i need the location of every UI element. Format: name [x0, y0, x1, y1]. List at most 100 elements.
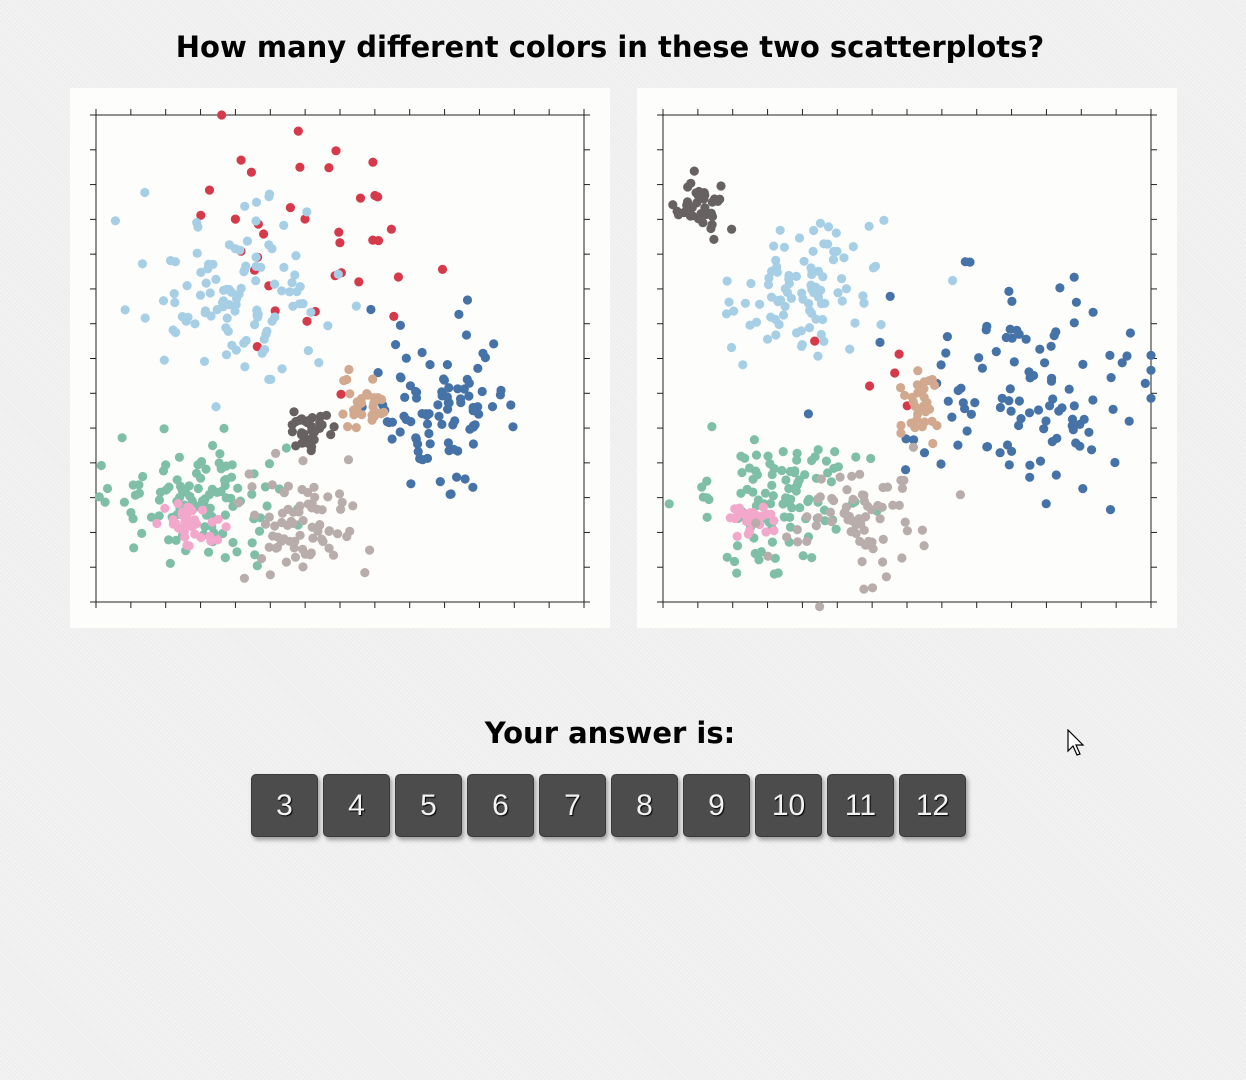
- right-chart-point: [977, 363, 987, 373]
- answer-button-6[interactable]: 6: [467, 774, 534, 837]
- left-chart-point: [170, 257, 180, 267]
- left-chart-point: [205, 531, 215, 541]
- right-chart-point: [1140, 378, 1150, 388]
- right-chart-point: [811, 314, 821, 324]
- right-chart-point: [793, 478, 803, 488]
- left-chart-point: [411, 393, 422, 403]
- left-chart-point: [172, 475, 182, 485]
- right-chart-point: [729, 556, 740, 567]
- right-chart-point: [729, 306, 739, 316]
- right-chart-point: [732, 531, 742, 541]
- left-chart-point: [260, 345, 270, 355]
- answer-button-7[interactable]: 7: [539, 774, 606, 837]
- right-chart-point: [894, 500, 904, 510]
- left-chart-point: [285, 287, 295, 297]
- left-chart-point: [138, 471, 148, 482]
- answer-button-8[interactable]: 8: [611, 774, 678, 837]
- right-chart-point: [861, 512, 871, 522]
- right-chart-point: [823, 239, 833, 249]
- left-chart-point: [201, 464, 211, 474]
- left-chart-point: [193, 483, 203, 494]
- right-chart-point: [912, 380, 922, 390]
- right-chart-series-6: [725, 502, 779, 541]
- right-chart-point: [850, 318, 860, 328]
- left-chart-point: [307, 413, 317, 423]
- left-chart-point: [323, 321, 333, 331]
- left-chart-point: [137, 528, 147, 538]
- left-chart-point: [395, 427, 405, 437]
- left-chart-point: [433, 400, 443, 410]
- left-chart-point: [354, 277, 364, 287]
- answer-button-4[interactable]: 4: [323, 774, 390, 837]
- right-chart-point: [732, 541, 743, 551]
- right-chart-point: [1005, 384, 1015, 394]
- right-chart-point: [902, 526, 912, 536]
- left-chart-point: [262, 501, 272, 511]
- right-chart-point: [841, 284, 851, 294]
- left-chart-point: [285, 203, 295, 213]
- left-chart-point: [129, 543, 139, 553]
- left-chart-point: [279, 488, 289, 498]
- answer-button-12[interactable]: 12: [899, 774, 966, 837]
- right-chart-point: [770, 553, 780, 563]
- left-chart-point: [349, 405, 359, 415]
- left-chart-point: [321, 410, 332, 420]
- left-chart-point: [454, 309, 464, 319]
- right-chart-point: [848, 242, 858, 252]
- right-chart-point: [756, 547, 766, 557]
- left-chart-point: [174, 452, 184, 462]
- left-chart-point: [277, 364, 287, 374]
- left-chart-point: [302, 316, 312, 326]
- left-chart-point: [464, 378, 474, 388]
- right-chart-point: [724, 297, 734, 307]
- right-chart-point: [947, 412, 957, 422]
- answer-button-3[interactable]: 3: [251, 774, 318, 837]
- left-chart-point: [360, 568, 370, 578]
- right-chart-point: [1035, 456, 1046, 466]
- left-chart-point: [464, 391, 474, 401]
- left-chart-point: [343, 422, 353, 432]
- right-chart-point: [1021, 334, 1031, 344]
- left-chart-point: [164, 535, 174, 545]
- right-chart-point: [797, 340, 807, 350]
- left-chart-point: [333, 269, 343, 279]
- left-chart-point: [217, 110, 227, 120]
- right-chart-point: [831, 524, 841, 534]
- right-chart-point: [953, 385, 963, 396]
- right-chart-point: [890, 368, 900, 378]
- left-chart-point: [437, 387, 447, 397]
- left-chart-point: [159, 355, 169, 365]
- left-chart-point: [184, 541, 194, 551]
- left-chart-point: [196, 267, 206, 277]
- right-chart-point: [1046, 341, 1056, 351]
- left-chart-point: [130, 490, 140, 500]
- left-chart-point: [230, 306, 240, 316]
- answer-button-9[interactable]: 9: [683, 774, 750, 837]
- right-chart-point: [1105, 505, 1116, 515]
- right-chart-point: [792, 525, 802, 535]
- left-chart-point: [306, 307, 316, 317]
- right-chart-point: [784, 270, 794, 281]
- left-chart-series-3: [338, 364, 389, 433]
- answer-button-5[interactable]: 5: [395, 774, 462, 837]
- right-chart-point: [1069, 401, 1079, 411]
- right-chart-point: [736, 451, 746, 461]
- answer-button-10[interactable]: 10: [755, 774, 822, 837]
- right-chart-point: [736, 488, 746, 498]
- answer-button-11[interactable]: 11: [827, 774, 894, 837]
- left-chart-point: [168, 325, 178, 335]
- left-chart-point: [215, 449, 225, 459]
- right-chart-point: [1009, 357, 1019, 367]
- right-chart-point: [816, 285, 826, 295]
- right-chart-point: [1007, 446, 1017, 456]
- right-chart-point: [818, 314, 828, 325]
- left-chart-point: [219, 423, 229, 433]
- right-chart-point: [840, 507, 850, 517]
- right-chart-point: [1047, 437, 1057, 447]
- left-chart-point: [279, 262, 289, 272]
- right-chart-point: [1024, 408, 1035, 418]
- left-chart-point: [293, 126, 303, 136]
- left-chart-point: [443, 404, 453, 414]
- right-chart-point: [859, 584, 869, 594]
- right-chart-point: [773, 568, 783, 578]
